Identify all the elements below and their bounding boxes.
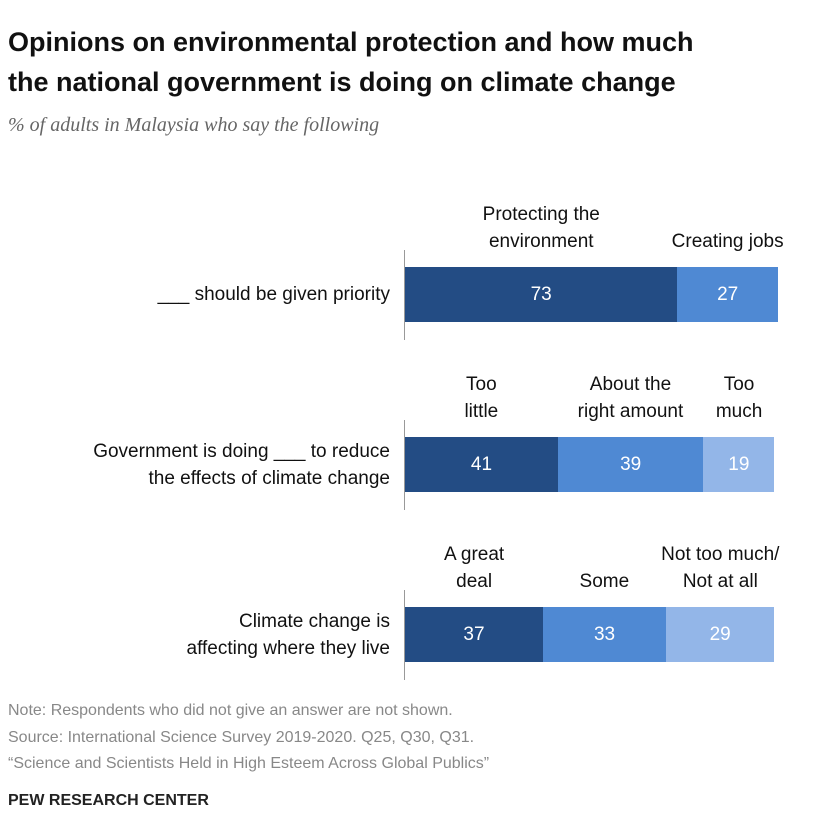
value-label: 37 — [463, 623, 485, 645]
value-label: 33 — [593, 623, 616, 645]
value-label: 29 — [709, 623, 731, 645]
bar-segment — [543, 607, 667, 662]
axis-line — [404, 250, 405, 340]
bar-segment — [666, 607, 775, 662]
value-label: 27 — [717, 283, 739, 305]
value-label: 41 — [470, 453, 493, 475]
report: “Science and Scientists Held in High Est… — [8, 755, 490, 772]
legend-label: Too little — [464, 374, 499, 422]
bar-segment — [677, 267, 778, 322]
value-label: 19 — [728, 453, 750, 475]
legend-label: Some — [579, 571, 630, 592]
value-label: 73 — [530, 283, 552, 305]
legend-label: About the right amount — [577, 374, 684, 422]
legend-label: Creating jobs — [671, 231, 784, 252]
legend-label: Too much — [715, 374, 763, 422]
legend-label: Not too much/ Not at all — [661, 544, 780, 592]
note: Note: Respondents who did not give an an… — [8, 702, 453, 719]
value-label: 39 — [620, 453, 642, 475]
bar-segment — [405, 607, 543, 662]
axis-line — [404, 420, 405, 510]
bar-segment — [557, 437, 704, 492]
bar-segment — [405, 267, 678, 322]
axis-line — [404, 590, 405, 680]
category-label: ___ should be given priority — [157, 284, 390, 305]
brand: PEW RESEARCH CENTER — [8, 792, 209, 809]
title: Opinions on environmental protection and… — [8, 27, 694, 97]
subtitle: % of adults in Malaysia who say the foll… — [8, 114, 380, 136]
source: Source: International Science Survey 201… — [8, 729, 475, 746]
legend-label: A great deal — [444, 544, 505, 592]
legend-label: Protecting the environment — [482, 204, 600, 252]
bar-segment — [703, 437, 775, 492]
bar-segment — [405, 437, 558, 492]
category-label: Climate change is affecting where they l… — [186, 610, 391, 659]
category-label: Government is doing ___ to reduce the ef… — [93, 440, 390, 489]
